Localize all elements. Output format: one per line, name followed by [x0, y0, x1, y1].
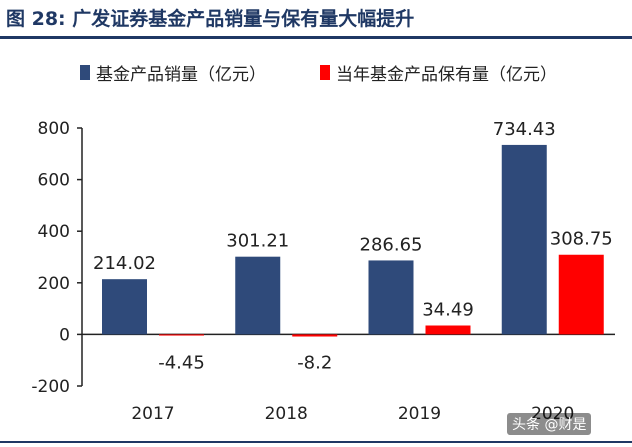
figure-title: 图 28: 广发证券基金产品销量与保有量大幅提升	[6, 8, 415, 30]
y-tick-label: 200	[38, 274, 70, 294]
legend-label-series-0: 基金产品销量（亿元）	[96, 65, 266, 85]
data-label-series-1: 308.75	[550, 229, 613, 250]
y-tick-label: 800	[38, 119, 70, 139]
bar-series-0	[235, 256, 281, 335]
legend-item-series-0: 基金产品销量（亿元）	[80, 60, 266, 85]
data-label-series-1: -4.45	[158, 352, 205, 373]
legend-label-series-1: 当年基金产品保有量（亿元）	[336, 65, 557, 85]
x-tick-label: 2018	[265, 404, 308, 424]
bar-series-0	[102, 279, 147, 335]
legend-swatch-series-1	[320, 65, 330, 80]
x-tick-label: 2020	[531, 404, 574, 424]
data-label-series-1: 34.49	[422, 300, 474, 321]
x-tick-label: 2017	[131, 404, 174, 424]
bottom-rule	[0, 441, 632, 443]
bar-series-1	[292, 334, 338, 337]
watermark: 头条 @财是	[507, 413, 592, 435]
legend-swatch-series-0	[80, 65, 90, 80]
legend-item-series-1: 当年基金产品保有量（亿元）	[320, 60, 557, 85]
data-label-series-0: 214.02	[93, 253, 156, 274]
y-tick-label: 600	[38, 171, 70, 191]
y-tick-label: -200	[31, 377, 70, 397]
data-label-series-0: 734.43	[493, 119, 556, 140]
y-tick-label: 0	[59, 325, 70, 345]
data-label-series-0: 286.65	[360, 234, 423, 255]
bar-series-1	[159, 334, 204, 336]
x-tick-label: 2019	[398, 404, 441, 424]
data-label-series-1: -8.2	[297, 352, 332, 373]
bar-series-0	[501, 144, 547, 335]
bar-series-1	[425, 325, 471, 335]
data-label-series-0: 301.21	[226, 231, 289, 252]
bar-series-1	[558, 254, 604, 335]
title-rule	[0, 36, 632, 39]
bar-series-0	[368, 260, 414, 335]
y-tick-label: 400	[38, 222, 70, 242]
